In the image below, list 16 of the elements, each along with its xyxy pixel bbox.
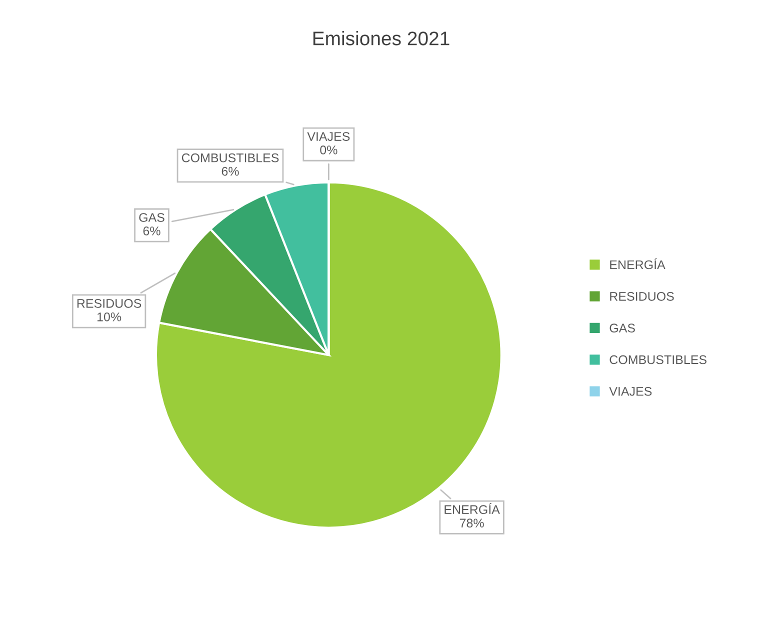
category-label: VIAJES — [307, 132, 350, 141]
slice-label: GAS — [139, 213, 164, 222]
data-label: 78% — [460, 518, 484, 528]
slice-label: ENERGÍA — [444, 503, 500, 514]
chart-title: Emisiones 2021 — [313, 31, 450, 46]
data-label: 6% — [143, 226, 160, 236]
legend-label: COMBUSTIBLES — [610, 355, 706, 364]
legend-label: RESIDUOS — [610, 292, 674, 301]
legend-label: VIAJES — [609, 386, 652, 396]
data-label: 6% — [222, 166, 239, 176]
slice-label: RESIDUOS — [77, 299, 142, 308]
legend-label: ENERGÍA — [610, 258, 666, 270]
slice-label: COMBUSTIBLES — [182, 153, 279, 162]
data-label: 10% — [97, 312, 122, 322]
legend-label: GAS — [610, 324, 635, 332]
text: 0% — [320, 146, 338, 154]
